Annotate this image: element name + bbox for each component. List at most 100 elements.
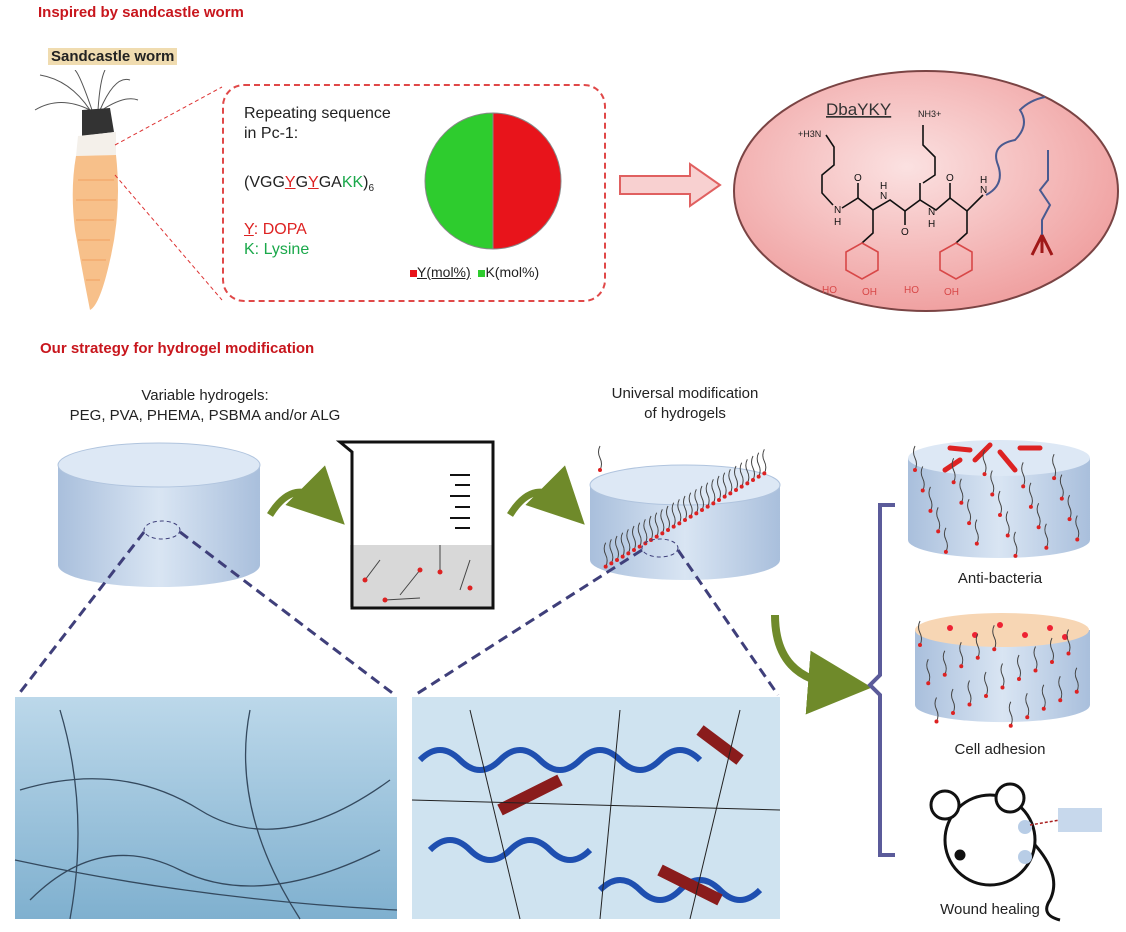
- dopa-anchor: [1058, 698, 1063, 703]
- dopa-anchor: [1005, 533, 1010, 538]
- polymer-chain: [688, 492, 693, 517]
- dopa-symbol: [1030, 234, 1054, 256]
- dopa-anchor: [598, 468, 602, 472]
- pie-slice: [424, 112, 494, 250]
- polymer-chain: [762, 449, 767, 474]
- dopa-anchor: [734, 488, 738, 492]
- polymer-chain: [1050, 637, 1054, 663]
- polymer-chain: [722, 472, 727, 497]
- workflow-illustration: [14, 440, 1102, 922]
- dopa-anchor: [609, 561, 614, 566]
- seq-dopa: Y: [308, 174, 319, 191]
- dopa-anchor: [951, 480, 956, 485]
- small-hydrogel-patch: [1058, 808, 1102, 832]
- polymer-chain: [942, 650, 947, 675]
- polymer-chain: [1066, 629, 1071, 654]
- dopa-anchor: [637, 544, 642, 549]
- seq-lysine: KK: [341, 174, 364, 191]
- dopa-anchor: [722, 494, 727, 499]
- plain-hydrogel-disc: [57, 442, 261, 587]
- dopa-anchor: [705, 504, 710, 509]
- modified-hydrogel-disc: [589, 445, 781, 580]
- polymer-chain: [1025, 693, 1030, 718]
- dopa-anchor: [620, 554, 625, 559]
- pie-chart: [424, 112, 562, 250]
- dopa-anchor: [974, 541, 979, 546]
- dopa-anchor: [654, 534, 659, 539]
- polymer-chain: [913, 445, 917, 471]
- atom-h: H: [834, 217, 841, 228]
- dopa-anchor: [1008, 723, 1013, 728]
- polymer-chain: [1028, 482, 1033, 508]
- label-cell-adhesion: Cell adhesion: [954, 741, 1046, 758]
- polymer-chain: [643, 519, 648, 544]
- seq-repeat-count: 6: [368, 183, 375, 195]
- polymer-chain: [992, 625, 997, 650]
- label-wound-healing: Wound healing: [940, 901, 1040, 918]
- variable-line2: PEG, PVA, PHEMA, PSBMA and/or ALG: [69, 407, 341, 424]
- polymer-chain: [649, 515, 653, 541]
- dopa-anchor: [936, 529, 941, 534]
- dopa-anchor: [683, 518, 687, 522]
- dopa-anchor: [959, 500, 964, 505]
- atom-o: O: [854, 173, 862, 184]
- dopa-anchor: [688, 514, 693, 519]
- polymer-chain: [1033, 646, 1038, 671]
- polymer-chain: [700, 485, 704, 511]
- dopa-anchor: [982, 472, 987, 477]
- polymer-chain: [711, 479, 716, 504]
- universal-modification-label: Universal modification of hydrogels: [560, 384, 810, 424]
- hydrogel-network-closeup: [14, 697, 398, 920]
- sequence-heading-line2: in Pc-1:: [244, 125, 299, 142]
- variable-line1: Variable hydrogels:: [141, 387, 269, 404]
- atom-o: O: [946, 173, 954, 184]
- dopa-anchor: [913, 468, 917, 472]
- beaker: [335, 440, 495, 610]
- polymer-chain: [959, 642, 964, 667]
- curved-arrow-icon: [507, 465, 585, 525]
- dopa-anchor: [1075, 537, 1080, 542]
- dopa-anchor: [1021, 484, 1026, 489]
- polymer-chain: [1017, 654, 1021, 680]
- dopa-anchor: [1036, 525, 1041, 530]
- polymer-chain: [1074, 667, 1079, 692]
- seq-dopa: Y: [284, 174, 296, 191]
- residue-legend: Y: DOPA K: Lysine: [244, 220, 309, 260]
- sequence-heading: Repeating sequence in Pc-1:: [244, 104, 391, 144]
- backbone: [821, 125, 984, 244]
- polymer-chain: [666, 505, 670, 531]
- polymer-chain: [654, 512, 659, 537]
- dopa-anchor: [967, 702, 972, 707]
- polymer-chain: [717, 475, 721, 501]
- pie-legend: Y(mol%) K(mol%): [410, 264, 539, 280]
- oh-2: OH: [944, 287, 959, 298]
- universal-line2: of hydrogels: [644, 405, 726, 422]
- polymer-chain: [739, 462, 744, 487]
- section-title-strategy: Our strategy for hydrogel modification: [40, 340, 315, 357]
- dopa-anchor: [1041, 706, 1046, 711]
- polymer-chain: [967, 680, 972, 705]
- polymer-chain: [967, 498, 972, 524]
- dopa-anchor: [928, 508, 933, 513]
- dbaYKY-molecule: DbaYKY NH3+ +H3N O O O N H N H N H N H: [733, 70, 1119, 312]
- polymer-chain: [943, 527, 948, 553]
- polymer-chain: [1000, 663, 1005, 688]
- nh3-top: NH3+: [918, 109, 941, 119]
- dopa-anchor: [1044, 545, 1049, 550]
- atom-h: H: [928, 219, 935, 230]
- label-anti-bacteria: Anti-bacteria: [957, 570, 1043, 587]
- polymer-chain: [1067, 494, 1072, 520]
- polymer-chain: [1036, 503, 1041, 528]
- polymer-chain: [975, 633, 980, 658]
- universal-line1: Universal modification: [611, 385, 759, 402]
- oh-1: OH: [862, 287, 877, 298]
- polymer-chain: [705, 482, 710, 507]
- dopa-anchor: [700, 508, 704, 512]
- dopa-anchor: [1033, 668, 1038, 673]
- polymer-chain: [990, 470, 995, 495]
- alkyl-chain: [985, 96, 1046, 196]
- polymer-chain: [1013, 531, 1018, 557]
- section-title-inspired: Inspired by sandcastle worm: [38, 4, 244, 21]
- dopa-anchor: [677, 521, 682, 526]
- polymer-chain: [1005, 511, 1010, 536]
